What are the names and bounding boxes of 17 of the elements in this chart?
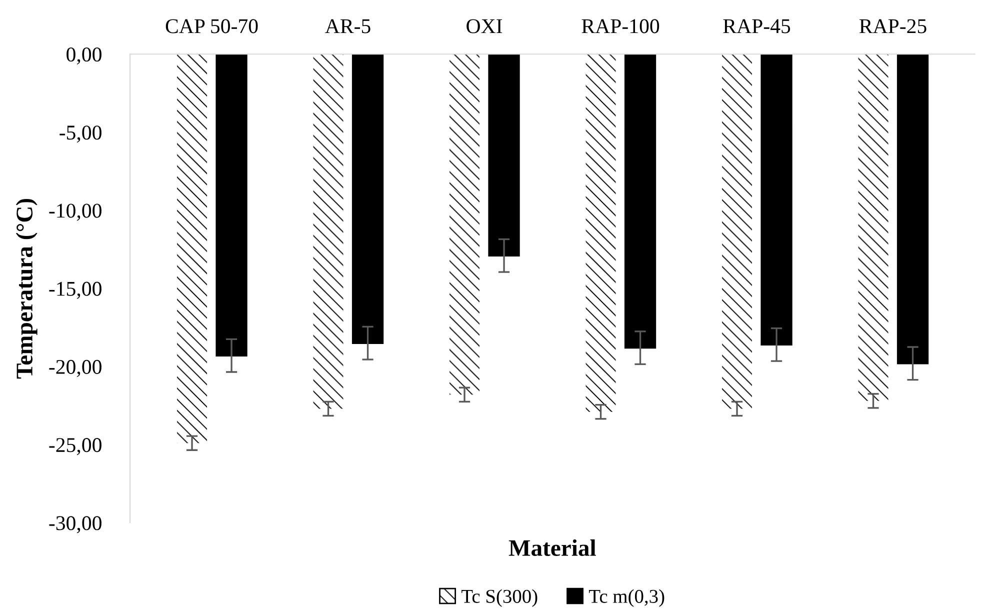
y-tick-label: -25,00: [49, 438, 102, 456]
y-tick-label: -20,00: [49, 360, 102, 377]
x-axis-title: Material: [508, 539, 596, 556]
x-tick-label: RAP-25: [859, 19, 926, 34]
x-tick-label: RAP-45: [723, 19, 790, 34]
x-tick-label: CAP 50-70: [166, 19, 258, 34]
x-tick-label: OXI: [466, 19, 502, 34]
y-tick-label: -30,00: [49, 516, 102, 534]
x-tick-label: RAP-100: [582, 19, 660, 34]
y-tick-label: 0,00: [66, 47, 102, 65]
y-tick-label: -5,00: [60, 126, 102, 143]
legend-label: Tc S(300): [462, 589, 538, 607]
y-tick-label: -10,00: [49, 204, 102, 221]
y-tick-label: -15,00: [49, 282, 102, 299]
x-tick-label: AR-5: [325, 19, 370, 34]
legend-label: Tc m(0,3): [588, 589, 664, 607]
y-axis-title: Temperatura (°C): [16, 198, 38, 379]
